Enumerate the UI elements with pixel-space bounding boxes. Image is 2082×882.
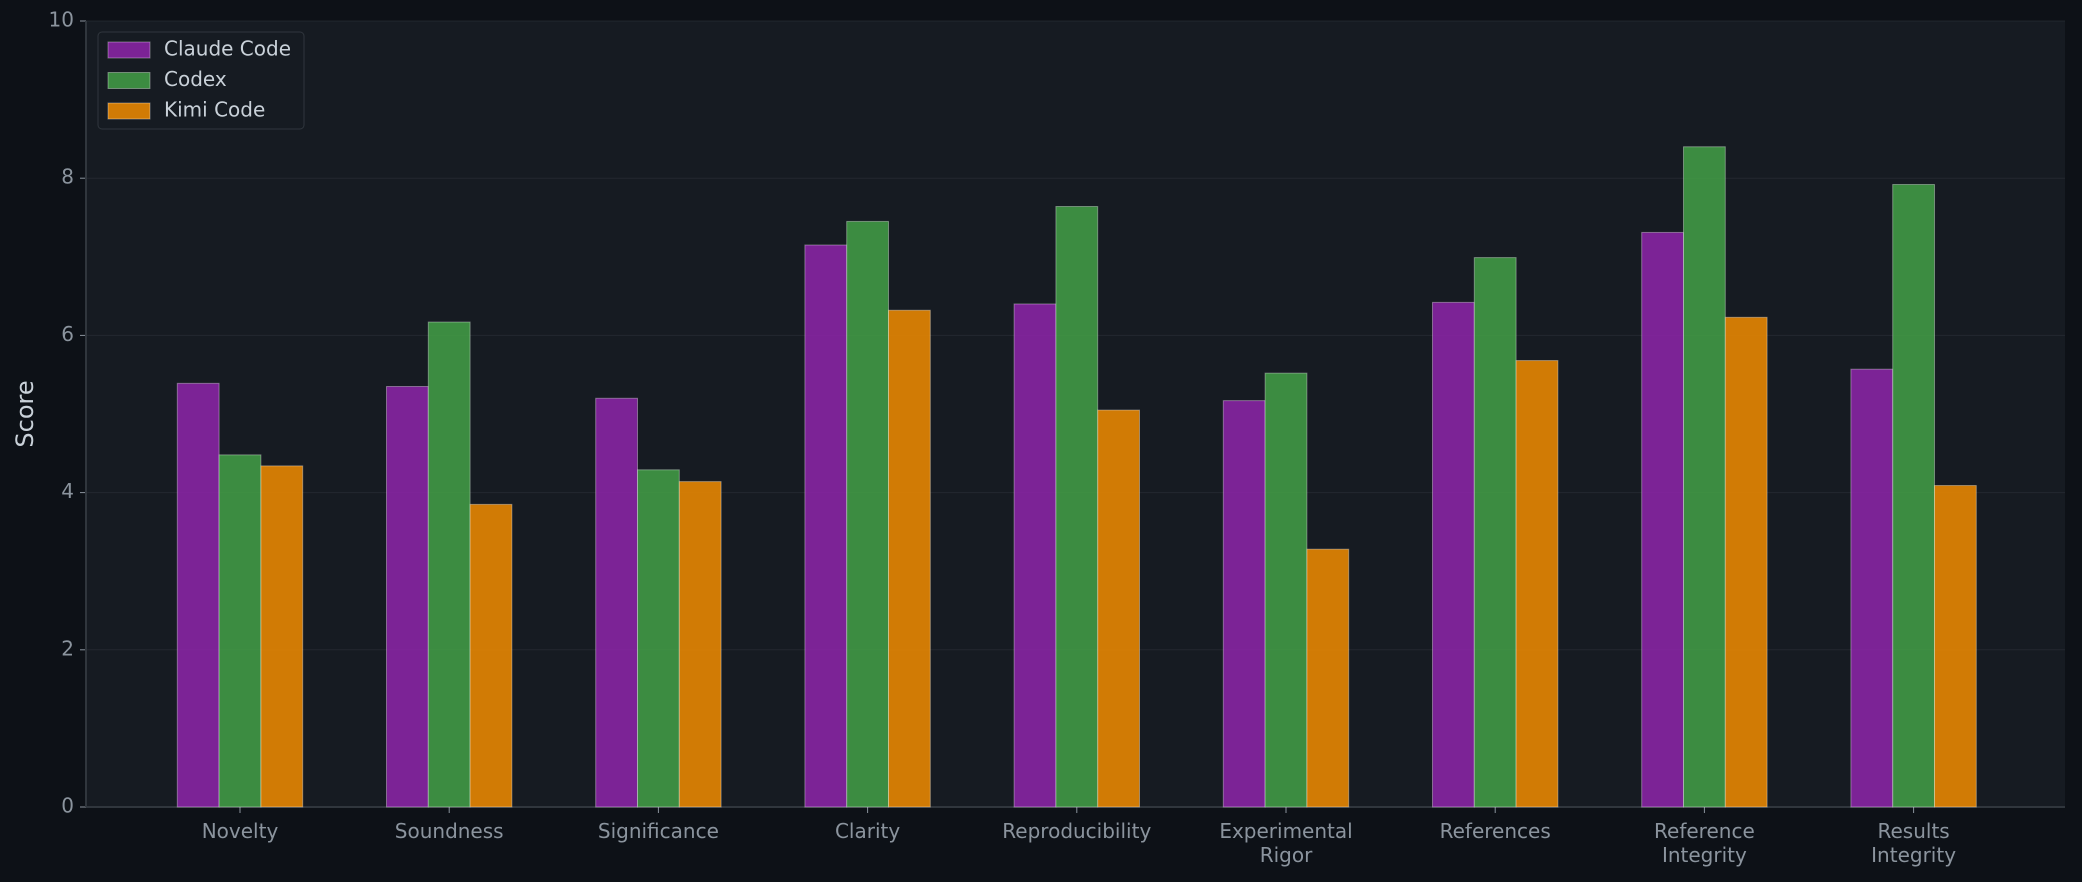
bar — [1055, 205, 1099, 808]
y-tick-label: 10 — [49, 8, 74, 32]
x-tick-label: Significance — [597, 819, 719, 843]
bar — [1097, 409, 1140, 808]
legend-swatch — [107, 102, 151, 120]
x-tick-label: References — [1439, 819, 1551, 843]
bar — [1222, 400, 1266, 808]
legend: Claude Code Codex Kimi Code — [97, 31, 305, 130]
bar — [1724, 316, 1768, 808]
y-tick-label: 6 — [61, 322, 74, 346]
y-tick-label: 2 — [61, 636, 74, 660]
bar — [1683, 146, 1726, 808]
y-tick-label: 8 — [61, 165, 74, 189]
x-tick-label: Results Integrity — [1871, 819, 1957, 867]
y-tick-label: 0 — [61, 794, 74, 818]
bar — [1432, 301, 1475, 808]
bar — [1306, 548, 1350, 808]
bar — [888, 309, 931, 808]
x-tick-label: Clarity — [834, 819, 901, 843]
x-tick-label: Experimental Rigor — [1219, 819, 1353, 867]
bar — [595, 397, 639, 808]
bar — [1515, 360, 1559, 808]
bar — [218, 454, 262, 808]
bar — [637, 469, 680, 808]
legend-label: Codex — [164, 67, 227, 91]
bar — [1934, 485, 1977, 808]
bar — [804, 244, 848, 808]
bar — [469, 503, 513, 808]
y-axis-label: Score — [11, 380, 39, 447]
bar — [427, 321, 471, 808]
bar — [176, 382, 220, 808]
bar — [1892, 183, 1935, 808]
bar — [1473, 257, 1517, 808]
x-tick-label: Soundness — [394, 819, 504, 843]
bar — [846, 220, 890, 808]
legend-swatch — [107, 72, 151, 89]
legend-swatch — [107, 41, 151, 59]
legend-label: Claude Code — [164, 37, 291, 61]
bar — [260, 465, 304, 808]
x-tick-label: Reference Integrity — [1654, 819, 1755, 867]
bar — [1850, 368, 1894, 808]
bar — [1264, 372, 1308, 808]
bar — [1641, 231, 1684, 808]
legend-label: Kimi Code — [164, 98, 265, 122]
bar — [386, 385, 429, 808]
bar — [678, 481, 722, 808]
x-tick-label: Novelty — [201, 819, 279, 843]
x-tick-label: Reproducibility — [1002, 819, 1152, 843]
y-tick-label: 4 — [61, 479, 74, 503]
bar — [1013, 303, 1057, 808]
